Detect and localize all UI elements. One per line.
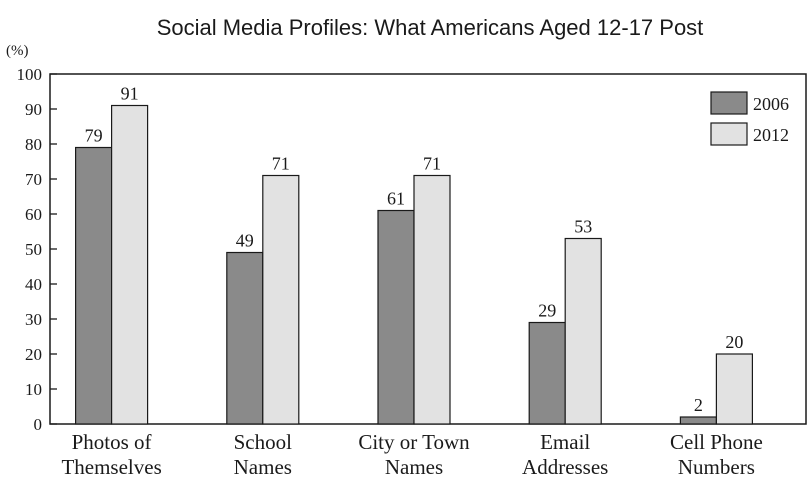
x-tick-label: Cell Phone — [670, 430, 763, 454]
bar-2012 — [262, 174, 300, 425]
legend-label: 2006 — [753, 94, 789, 114]
x-tick-label: Addresses — [522, 455, 608, 479]
y-tick-label: 30 — [25, 310, 42, 329]
y-tick-label: 10 — [25, 380, 42, 399]
y-tick-label: 50 — [25, 240, 42, 259]
legend-swatch-2006 — [710, 91, 748, 115]
y-axis-unit-label: (%) — [6, 43, 29, 59]
data-label: 29 — [538, 301, 556, 321]
x-tick-label: Email — [540, 430, 590, 454]
bar-2006 — [679, 416, 718, 425]
x-tick-label: Themselves — [61, 455, 161, 479]
data-label: 79 — [85, 126, 103, 146]
bar-2006 — [226, 251, 264, 425]
data-label: 20 — [725, 332, 743, 352]
bar-2012 — [413, 174, 451, 425]
x-tick-label: Names — [385, 455, 443, 479]
data-label: 2 — [694, 395, 703, 415]
legend-swatch-2012 — [710, 122, 748, 146]
x-tick-label: City or Town — [358, 430, 470, 454]
data-label: 49 — [236, 231, 254, 251]
legend-label: 2012 — [753, 125, 789, 145]
x-tick-label: School — [234, 430, 293, 454]
x-tick-label: Numbers — [678, 455, 755, 479]
plot-area: 0 10 20 30 40 50 60 70 80 90 100 79 91 Photos ofThems… — [17, 65, 807, 479]
data-label: 61 — [387, 189, 405, 209]
y-tick-label: 70 — [25, 170, 42, 189]
data-label: 53 — [574, 217, 592, 237]
bar-2006 — [377, 209, 415, 425]
bar-2006 — [74, 146, 113, 425]
bar-2012 — [715, 353, 754, 425]
x-tick-label: Photos of — [72, 430, 152, 454]
y-tick-label: 90 — [25, 100, 42, 119]
x-tick-label: Names — [234, 455, 292, 479]
y-tick-label: 100 — [17, 65, 43, 84]
y-tick-label: 60 — [25, 205, 42, 224]
y-tick-label: 80 — [25, 135, 42, 154]
y-tick-label: 20 — [25, 345, 42, 364]
data-label: 91 — [121, 84, 139, 104]
y-tick-label: 0 — [34, 415, 43, 434]
bar-2012 — [110, 104, 149, 425]
chart-title: Social Media Profiles: What Americans Ag… — [157, 15, 704, 40]
bar-2006 — [528, 321, 566, 425]
bar-2012 — [564, 237, 602, 425]
y-tick-label: 40 — [25, 275, 42, 294]
data-label: 71 — [272, 154, 290, 174]
data-label: 71 — [423, 154, 441, 174]
